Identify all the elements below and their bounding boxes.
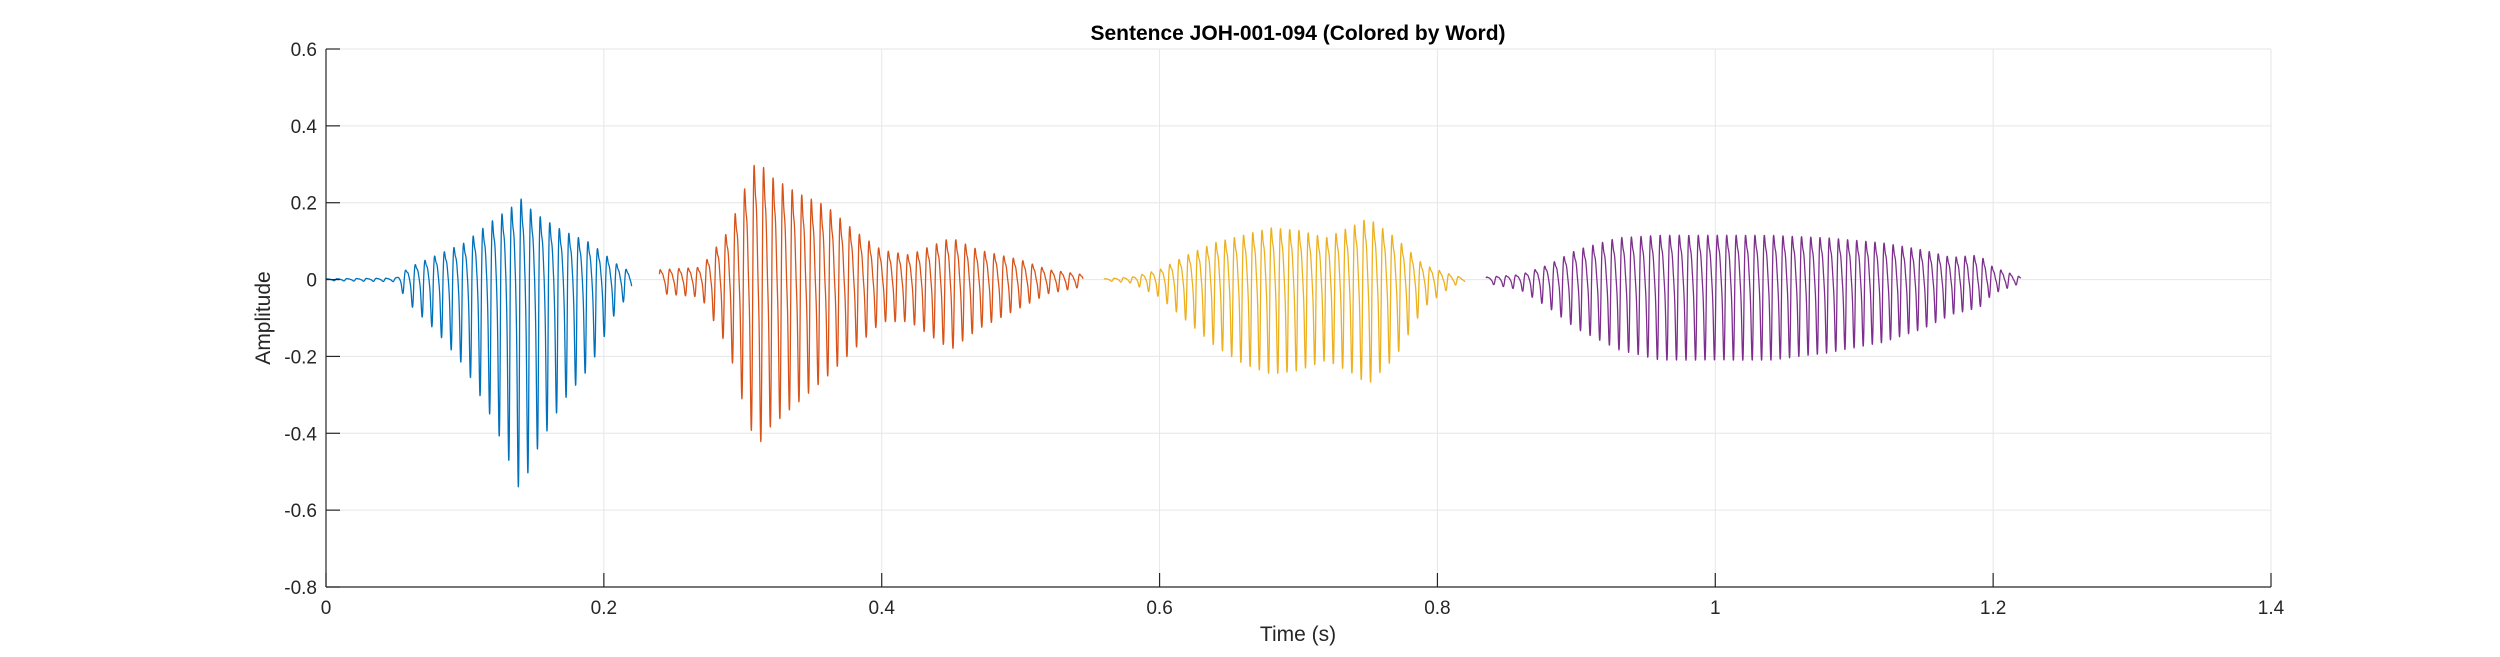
y-tick-label: -0.2 [284, 347, 317, 368]
plot-series [325, 164, 2022, 488]
x-tick-label: 0 [321, 598, 332, 619]
y-tick-label: 0.4 [291, 117, 318, 138]
series-line-2 [658, 164, 1084, 443]
series-line-3 [1103, 219, 1466, 383]
tick-labels: 0 0.2 0.4 0.6 0.8 1 1.2 1.4 -0.8 -0.6 -0.4 -0.2 0 0.2… [284, 40, 2284, 619]
plot-area-background [326, 49, 2271, 587]
x-tick-label: 1.2 [1980, 598, 2006, 619]
x-tick-label: 1.4 [2258, 598, 2285, 619]
y-tick-label: 0.2 [291, 194, 317, 215]
series-line-1 [325, 198, 633, 488]
chart-title: Sentence JOH-001-094 (Colored by Word) [1090, 22, 1505, 45]
y-tick-label: 0 [306, 271, 317, 292]
x-tick-label: 0.8 [1424, 598, 1450, 619]
y-tick-label: -0.8 [284, 578, 317, 599]
y-axis-label: Amplitude [252, 271, 275, 364]
grid [325, 48, 2272, 588]
y-tick-label: -0.6 [284, 501, 317, 522]
axes [325, 48, 2272, 588]
x-axis-label: Time (s) [1260, 623, 1336, 646]
x-tick-label: 0.4 [869, 598, 896, 619]
y-tick-label: 0.6 [291, 40, 317, 61]
series-line-4 [1485, 234, 2022, 361]
x-tick-label: 0.6 [1146, 598, 1172, 619]
x-tick-label: 0.2 [591, 598, 617, 619]
x-tick-label: 1 [1710, 598, 1721, 619]
y-tick-label: -0.4 [284, 424, 317, 445]
